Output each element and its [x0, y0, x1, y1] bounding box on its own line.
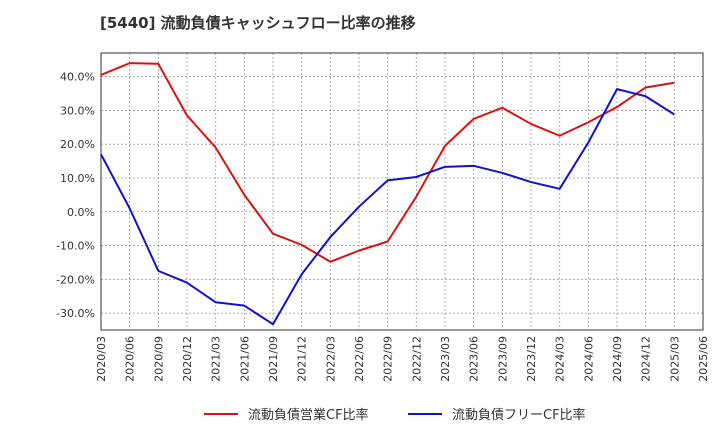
x-tick-label: 2020/12 — [181, 336, 194, 382]
x-tick-label: 2024/09 — [611, 336, 624, 382]
legend-swatch-blue — [408, 412, 442, 415]
x-tick-label: 2025/06 — [697, 336, 710, 382]
x-tick-label: 2022/03 — [324, 336, 337, 382]
x-tick-label: 2021/03 — [210, 336, 223, 382]
x-tick-label: 2021/12 — [296, 336, 309, 382]
x-tick-label: 2024/03 — [554, 336, 567, 382]
x-tick-label: 2025/03 — [668, 336, 681, 382]
plot-frame — [100, 52, 704, 331]
x-tick-label: 2021/06 — [238, 336, 251, 382]
legend-label: 流動負債営業CF比率 — [248, 408, 369, 423]
x-tick-label: 2020/06 — [124, 336, 137, 382]
tick-labels: -30.0% -20.0% -10.0% 0.0% 10.0% 20.0% 30.0% 40.… — [56, 71, 710, 382]
x-tick-label: 2023/09 — [496, 336, 509, 382]
legend-item-free-cf: 流動負債フリーCF比率 — [408, 404, 586, 423]
chart-title: [5440] 流動負債キャッシュフロー比率の推移 — [100, 14, 416, 32]
x-tick-label: 2022/12 — [410, 336, 423, 382]
y-tick-label: -30.0% — [56, 307, 95, 320]
x-tick-label: 2021/09 — [267, 336, 280, 382]
x-tick-label: 2022/09 — [382, 336, 395, 382]
y-tick-label: 10.0% — [60, 172, 95, 185]
series-line-1 — [100, 88, 675, 326]
legend-item-operating-cf: 流動負債営業CF比率 — [204, 404, 369, 423]
x-tick-label: 2023/06 — [468, 336, 481, 382]
x-tick-label: 2024/06 — [582, 336, 595, 382]
y-tick-label: 30.0% — [60, 104, 95, 117]
y-tick-label: 0.0% — [67, 206, 95, 219]
y-tick-label: -20.0% — [56, 273, 95, 286]
x-tick-label: 2023/03 — [439, 336, 452, 382]
x-tick-label: 2020/03 — [95, 336, 108, 382]
x-tick-label: 2022/06 — [353, 336, 366, 382]
y-tick-label: 20.0% — [60, 138, 95, 151]
y-tick-label: 40.0% — [60, 71, 95, 84]
x-tick-label: 2023/12 — [525, 336, 538, 382]
x-tick-label: 2020/09 — [152, 336, 165, 382]
gridlines — [101, 53, 703, 330]
axes — [100, 52, 704, 331]
series-line-0 — [100, 62, 675, 263]
x-tick-label: 2024/12 — [640, 336, 653, 382]
y-tick-label: -10.0% — [56, 240, 95, 253]
legend-swatch-red — [204, 412, 238, 415]
legend: 流動負債営業CF比率 流動負債フリーCF比率 — [0, 404, 720, 428]
series-lines — [100, 62, 675, 326]
legend-label: 流動負債フリーCF比率 — [452, 408, 586, 423]
